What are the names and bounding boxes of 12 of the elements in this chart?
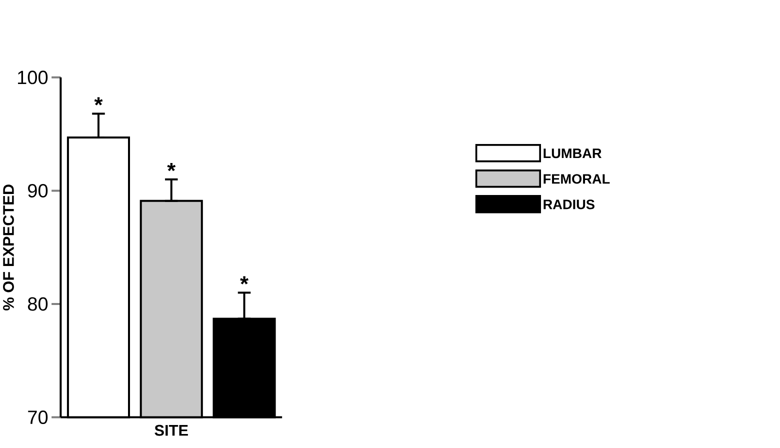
y-tick-label: 70 (28, 410, 48, 424)
y-tick-label: 80 (28, 297, 48, 311)
x-axis-title: SITE (154, 424, 188, 436)
annotation: * (240, 276, 248, 284)
y-tick-label: 100 (18, 70, 48, 84)
legend-label: RADIUS (544, 199, 594, 210)
legend-label: LUMBAR (544, 148, 602, 158)
y-axis-title: % OF EXPECTED (3, 184, 14, 310)
legend-label: FEMORAL (544, 174, 610, 184)
y-tick-label: 90 (28, 184, 48, 198)
annotation: * (167, 162, 176, 172)
annotation: * (94, 97, 103, 106)
